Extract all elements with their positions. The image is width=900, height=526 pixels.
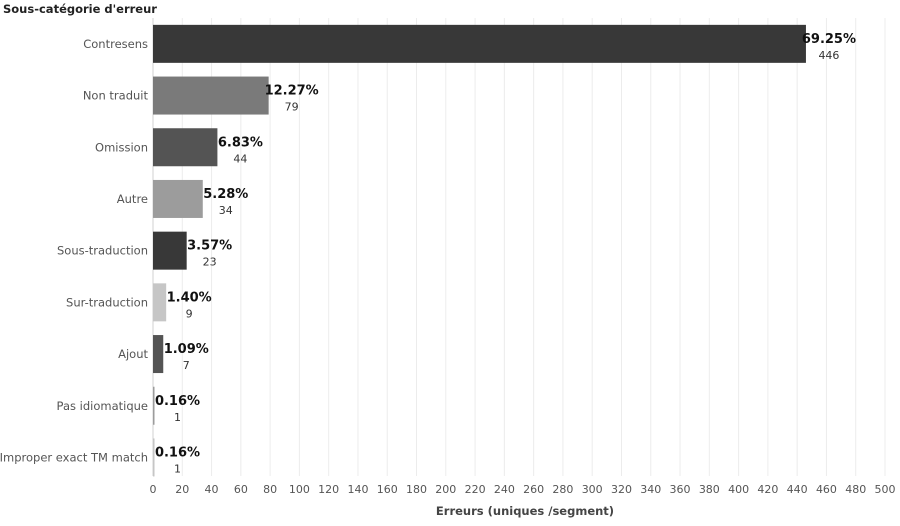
x-tick-label: 120 xyxy=(318,483,339,496)
category-label: Autre xyxy=(117,192,148,206)
x-tick-label: 400 xyxy=(728,483,749,496)
x-tick-label: 380 xyxy=(699,483,720,496)
count-label: 44 xyxy=(233,152,247,165)
count-label: 79 xyxy=(285,101,299,114)
category-label: Contresens xyxy=(83,37,148,51)
bar xyxy=(153,283,167,322)
x-tick-label: 100 xyxy=(289,483,310,496)
bars xyxy=(153,24,806,477)
x-tick-label: 360 xyxy=(670,483,691,496)
x-tick-label: 260 xyxy=(523,483,544,496)
bar xyxy=(153,179,203,218)
x-tick-label: 160 xyxy=(377,483,398,496)
x-tick-label: 280 xyxy=(552,483,573,496)
category-label: Ajout xyxy=(118,347,148,361)
count-label: 34 xyxy=(219,204,233,217)
count-label: 1 xyxy=(174,462,181,475)
bar xyxy=(153,231,187,270)
x-tick-label: 480 xyxy=(845,483,866,496)
x-tick-label: 320 xyxy=(611,483,632,496)
percent-label: 5.28% xyxy=(203,187,248,202)
category-label: Non traduit xyxy=(83,89,149,103)
x-tick-labels: 0 20 40 60 80 100 120 140 160 180 200 220 240 260 280 3… xyxy=(150,483,896,496)
percent-label: 6.83% xyxy=(218,135,263,150)
x-tick-label: 60 xyxy=(234,483,248,496)
x-tick-label: 0 xyxy=(150,483,157,496)
bar xyxy=(153,128,218,167)
grid-lines xyxy=(152,18,886,476)
percent-label: 1.40% xyxy=(167,290,212,305)
percent-label: 0.16% xyxy=(155,445,200,460)
x-tick-label: 40 xyxy=(205,483,219,496)
x-tick-label: 440 xyxy=(787,483,808,496)
x-axis-title: Erreurs (uniques /segment) xyxy=(436,504,614,518)
count-label: 23 xyxy=(203,256,217,269)
x-tick-label: 180 xyxy=(406,483,427,496)
x-tick-label: 300 xyxy=(582,483,603,496)
x-tick-label: 500 xyxy=(875,483,896,496)
x-tick-label: 460 xyxy=(816,483,837,496)
x-tick-label: 20 xyxy=(175,483,189,496)
percent-label: 3.57% xyxy=(187,239,232,254)
count-label: 9 xyxy=(186,307,193,320)
category-label: Omission xyxy=(95,140,148,154)
percent-label: 1.09% xyxy=(164,342,209,357)
data-labels: 69.25%44612.27%796.83%445.28%343.57%231.… xyxy=(155,32,856,476)
count-label: 1 xyxy=(174,411,181,424)
bar xyxy=(153,24,806,63)
category-label: Improper exact TM match xyxy=(0,450,148,464)
percent-label: 69.25% xyxy=(802,32,856,47)
x-tick-label: 240 xyxy=(494,483,515,496)
x-tick-label: 80 xyxy=(263,483,277,496)
row-header: Sous-catégorie d'erreur xyxy=(3,2,157,16)
bar xyxy=(153,386,155,425)
count-label: 446 xyxy=(818,49,839,62)
x-tick-label: 220 xyxy=(465,483,486,496)
x-tick-label: 420 xyxy=(757,483,778,496)
percent-label: 0.16% xyxy=(155,394,200,409)
x-tick-label: 340 xyxy=(640,483,661,496)
category-label: Sous-traduction xyxy=(57,244,148,258)
x-tick-label: 200 xyxy=(435,483,456,496)
x-tick-label: 140 xyxy=(347,483,368,496)
count-label: 7 xyxy=(183,359,190,372)
bar xyxy=(153,76,269,115)
category-label: Sur-traduction xyxy=(66,295,148,309)
percent-label: 12.27% xyxy=(265,84,319,99)
category-labels: Contresens Non traduit Omission Autre Sous-t… xyxy=(0,37,148,465)
bar xyxy=(153,335,164,374)
category-label: Pas idiomatique xyxy=(57,399,148,413)
bar xyxy=(153,438,155,477)
